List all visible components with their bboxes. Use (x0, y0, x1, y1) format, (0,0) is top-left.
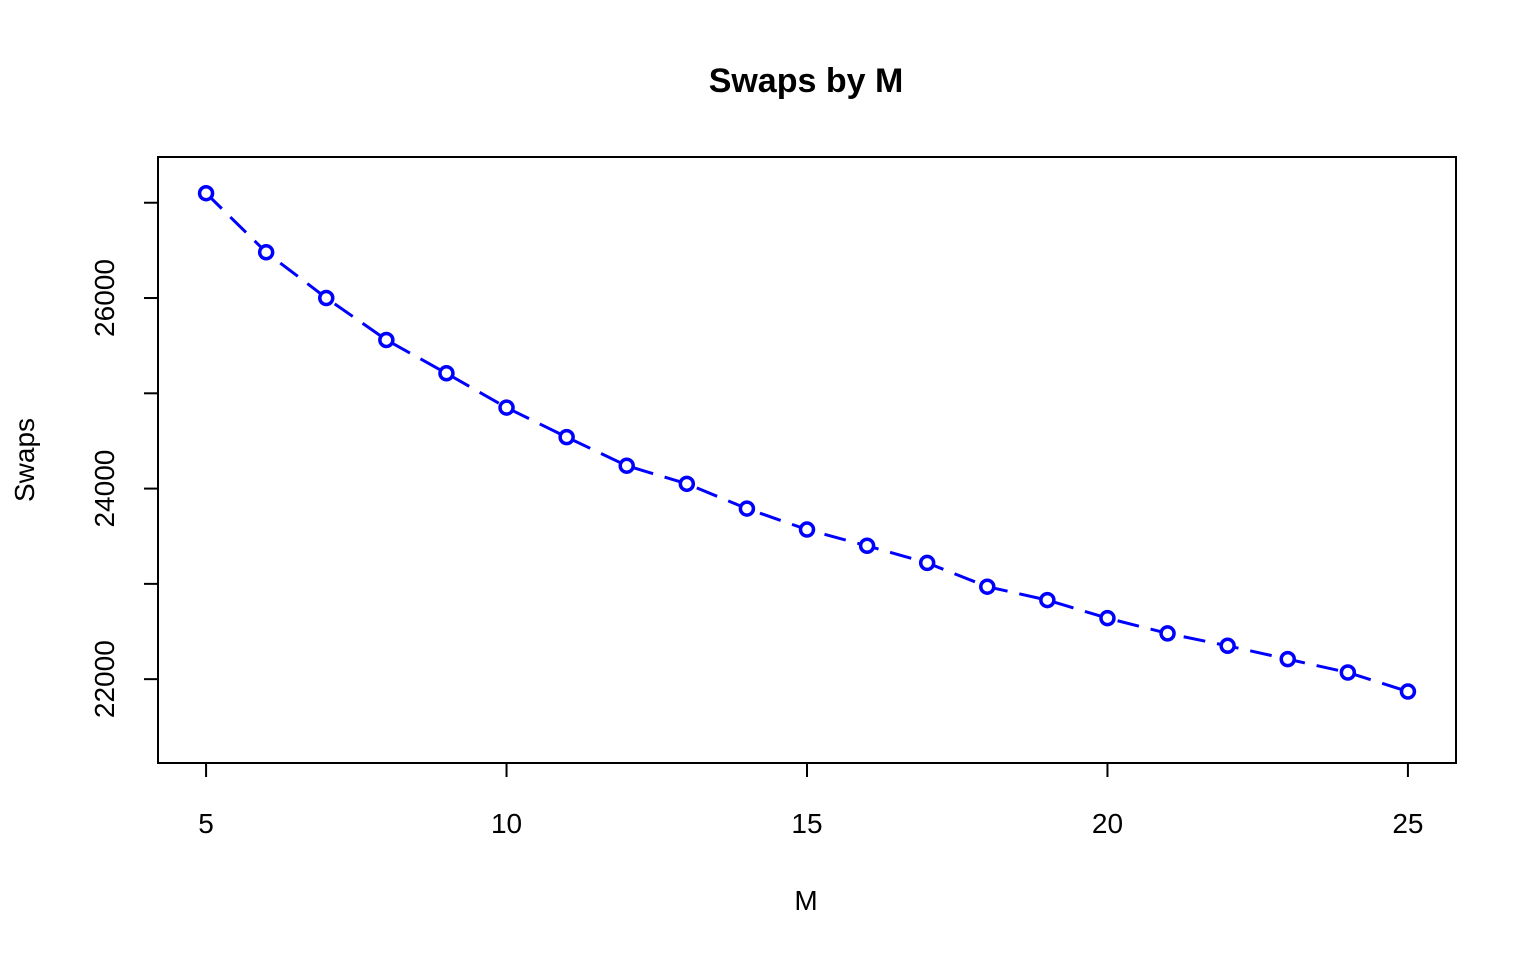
data-point (738, 500, 756, 517)
x-tick-label: 25 (1392, 808, 1423, 839)
data-point (918, 554, 936, 572)
data-point (1339, 664, 1357, 681)
data-point (1159, 625, 1176, 642)
x-tick-label: 20 (1092, 808, 1123, 839)
data-point (798, 521, 816, 538)
y-tick-label: 24000 (89, 450, 120, 528)
plot-frame (157, 156, 1457, 764)
data-point (1219, 637, 1236, 655)
data-point (1399, 683, 1417, 700)
x-tick-label: 5 (198, 808, 214, 839)
data-point (1039, 591, 1056, 609)
data-point (498, 399, 515, 416)
data-point (558, 428, 575, 446)
data-point (378, 331, 395, 349)
data-point (678, 475, 696, 493)
data-point (979, 578, 996, 595)
data-point (1099, 609, 1116, 627)
y-axis: 22000 24000 26000 (89, 201, 158, 718)
y-tick-label: 22000 (89, 640, 120, 718)
data-point (197, 184, 215, 202)
chart-title: Swaps by M (709, 62, 904, 100)
y-axis-label: Swaps (9, 418, 40, 502)
series-points (197, 184, 1417, 700)
series-line (205, 192, 1409, 693)
data-point (618, 457, 635, 474)
x-tick-label: 15 (791, 808, 822, 839)
y-tick-label: 26000 (89, 259, 120, 337)
data-point (858, 537, 876, 555)
x-axis: 5 10 15 20 25 (198, 763, 1424, 839)
x-tick-label: 10 (491, 808, 522, 839)
x-axis-label: M (794, 885, 817, 916)
data-point (318, 289, 335, 307)
data-point (257, 244, 275, 261)
data-point (1279, 650, 1296, 668)
data-point (438, 365, 455, 382)
